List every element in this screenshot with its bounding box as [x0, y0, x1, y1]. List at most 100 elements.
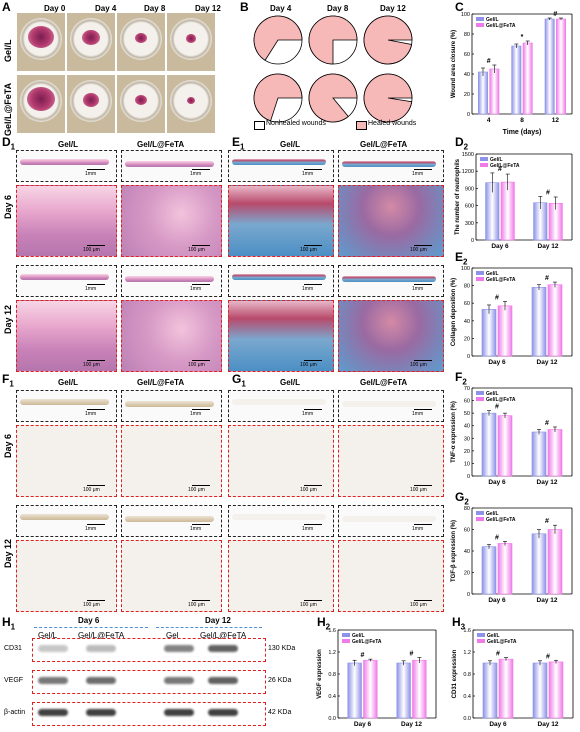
significance-mark: # — [361, 652, 365, 659]
h1-lane-3: Gel — [166, 631, 179, 640]
scale-label-mm: 1mm — [85, 411, 97, 417]
legend-label: Gel/L — [486, 391, 499, 397]
bar-gel — [532, 662, 548, 719]
zoom-tile — [16, 425, 117, 497]
chart-h2-vegf: 0.0 0.4 0.8 1.2 1.6 VEGF expression # Day 6 # Day… — [317, 628, 437, 728]
tissue-strip — [342, 161, 436, 167]
legend-swatch — [480, 163, 488, 167]
h1-day12: Day 12 — [205, 616, 231, 625]
scale-label-mm: 1mm — [190, 171, 202, 177]
wound-area — [135, 33, 147, 44]
x-tick-label: Day 12 — [537, 359, 558, 366]
x-tick-label: Day 12 — [401, 721, 422, 728]
scale-label-mm: 1mm — [302, 411, 314, 417]
tissue-strip — [20, 514, 109, 520]
y-axis-label: CD31 expression — [452, 649, 458, 698]
blot-band — [38, 709, 68, 716]
panel-label-b: B — [240, 0, 249, 14]
x-tick-label: Day 6 — [488, 359, 506, 366]
h1-day6: Day 6 — [78, 616, 100, 625]
tissue-strip — [232, 514, 326, 520]
scale-label-um: 100 μm — [410, 362, 427, 368]
y-tick-label: 60 — [464, 528, 470, 534]
y-tick-label: 1.2 — [463, 650, 471, 656]
panel-label-h3: H3 — [452, 615, 466, 632]
blot-frame — [32, 670, 266, 694]
significance-mark: # — [495, 534, 499, 541]
h1-protein-vegf: VEGF — [4, 677, 24, 684]
legend-label: Gel/L — [486, 511, 499, 517]
legend-label: Gel/L@FeTA — [487, 639, 517, 645]
x-tick-label: 4 — [487, 117, 491, 124]
legend-swatch — [476, 397, 484, 401]
legend-swatch — [480, 157, 488, 161]
scale-bar-um — [87, 360, 105, 361]
significance-mark: # — [496, 651, 500, 658]
x-tick-label: Day 12 — [537, 597, 558, 604]
bar-gel — [481, 412, 497, 477]
f1-row-day12: Day 12 — [3, 538, 13, 568]
significance-mark: # — [410, 651, 414, 658]
y-tick-label: 300 — [465, 221, 474, 227]
legend-label: Gel/L — [490, 157, 503, 163]
overview-tile — [16, 390, 117, 422]
scale-bar-mm — [192, 524, 210, 525]
y-tick-label: 20 — [464, 571, 470, 577]
x-tick-label: Day 12 — [538, 721, 559, 728]
zoom-tile — [16, 540, 117, 612]
scale-bar-um — [304, 600, 322, 601]
g1-col-gelfeta: Gel/L@FeTA — [360, 378, 408, 387]
bar-gelfeta — [489, 68, 500, 115]
tissue-strip — [232, 274, 326, 280]
scale-label-um: 100 μm — [83, 247, 100, 253]
scale-bar-mm — [192, 284, 210, 285]
f1-row-day6: Day 6 — [3, 433, 13, 458]
panel-label-d1: D1 — [2, 135, 16, 152]
x-tick-label: Day 6 — [491, 243, 509, 250]
tissue-strip — [342, 401, 436, 407]
zoom-tile — [338, 300, 444, 372]
scale-label-um: 100 μm — [83, 602, 100, 608]
bar-gelfeta — [497, 305, 513, 357]
scale-label-um: 100 μm — [300, 362, 317, 368]
panel-label-f2: F2 — [455, 370, 467, 387]
significance-mark: # — [545, 518, 549, 525]
panel-label-a: A — [2, 0, 11, 14]
h1-kda-vegf: 26 KDa — [268, 677, 292, 684]
y-axis-label: VEGF expression — [317, 649, 323, 699]
h1-kda-actin: 42 KDa — [268, 709, 292, 716]
overview-tile — [228, 390, 334, 422]
bar-gel — [511, 45, 522, 115]
y-tick-label: 10 — [464, 461, 470, 467]
overview-tile — [228, 505, 334, 537]
zoom-tile — [228, 540, 334, 612]
pie-healed-slice — [253, 73, 303, 122]
bar-gelfeta — [497, 415, 513, 477]
scale-bar-um — [87, 485, 105, 486]
tissue-strip — [342, 276, 436, 282]
bar-gel — [481, 546, 497, 595]
scale-bar-mm — [87, 524, 105, 525]
legend-swatch — [342, 633, 350, 637]
zoom-tile — [338, 185, 444, 257]
x-tick-label: Day 12 — [537, 479, 558, 486]
e1-col-gelfeta: Gel/L@FeTA — [360, 140, 408, 149]
blot-band — [86, 645, 116, 652]
wound-area — [187, 97, 195, 104]
y-axis-label: TNF-α expression (%) — [451, 401, 457, 463]
legend-swatch — [476, 23, 484, 27]
h1-day6-bracket — [34, 627, 148, 628]
blot-band — [86, 709, 116, 716]
y-tick-label: 100 — [461, 266, 470, 272]
blot-band — [38, 677, 68, 684]
scale-bar-mm — [414, 169, 432, 170]
y-tick-label: 0.8 — [328, 672, 336, 678]
bar-gelfeta — [500, 181, 515, 241]
bar-gel — [531, 533, 547, 595]
scale-bar-um — [304, 485, 322, 486]
legend-label: Gel/L — [486, 17, 499, 23]
scale-label-um: 100 μm — [300, 487, 317, 493]
bar-gel — [531, 431, 547, 477]
bar-gelfeta — [547, 284, 563, 357]
scale-label-um: 100 μm — [410, 247, 427, 253]
